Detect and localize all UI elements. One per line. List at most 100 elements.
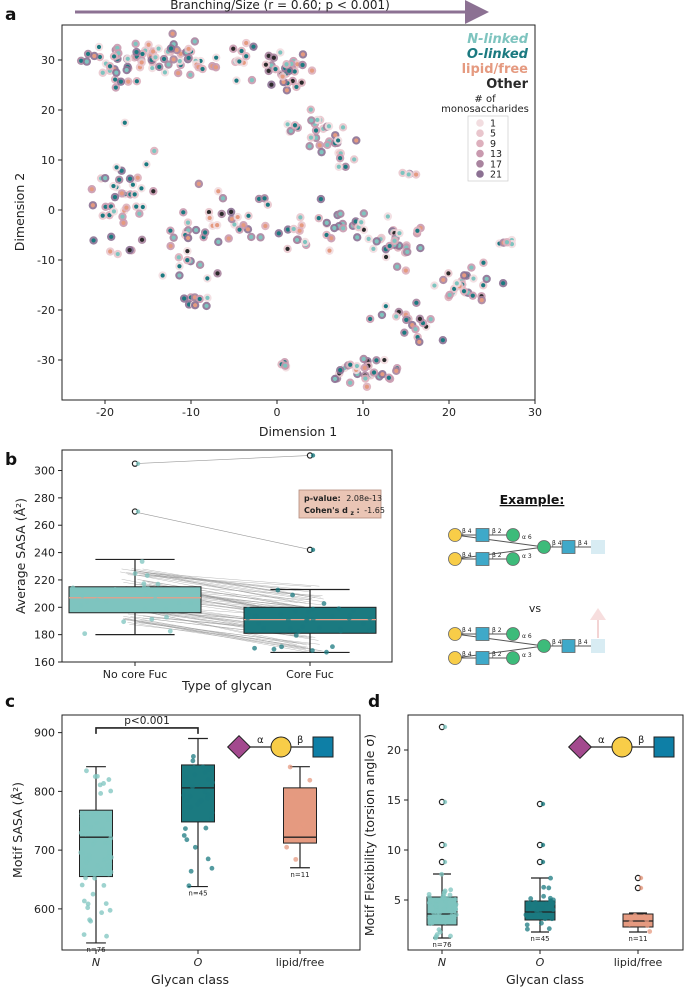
- point: [168, 243, 173, 249]
- jitter-point: [541, 884, 547, 890]
- jitter-point: [81, 898, 87, 904]
- size-legend-label: 1: [490, 119, 496, 130]
- jitter-point: [202, 789, 208, 794]
- mannose-circle-icon: [506, 651, 520, 665]
- point: [446, 271, 451, 276]
- point: [213, 65, 219, 70]
- jitter-point: [369, 626, 375, 631]
- point: [300, 52, 306, 57]
- point: [338, 211, 343, 216]
- jitter-point: [442, 920, 448, 925]
- x-axis-label-b: Type of glycan: [181, 678, 272, 693]
- point: [193, 227, 199, 233]
- jitter-point: [316, 625, 322, 631]
- point: [126, 79, 131, 84]
- size-legend-label: 21: [490, 170, 502, 181]
- x-tick-label: Core Fuc: [286, 668, 334, 681]
- linkage-label: β 2: [492, 651, 502, 658]
- point: [196, 181, 201, 186]
- point: [174, 47, 179, 53]
- jitter-point: [548, 875, 553, 881]
- y-tick-label: 220: [34, 574, 55, 587]
- jitter-point: [367, 615, 373, 621]
- glcnac-square-icon: [475, 627, 490, 641]
- pair-line: [121, 568, 316, 598]
- stats-box-bg: [298, 489, 382, 519]
- point: [363, 376, 368, 381]
- pair-line: [138, 574, 311, 603]
- y-tick-label: 900: [34, 727, 55, 740]
- jitter-point: [256, 620, 262, 626]
- jitter-point: [447, 892, 453, 898]
- point: [371, 370, 377, 375]
- point: [231, 46, 236, 51]
- jitter-point: [441, 895, 447, 901]
- point: [395, 264, 400, 269]
- jitter-point: [537, 911, 543, 917]
- jitter-point: [83, 875, 88, 881]
- jitter-point: [90, 841, 96, 847]
- jitter-point: [81, 818, 87, 824]
- jitter-point: [441, 891, 447, 897]
- point: [336, 138, 341, 143]
- point: [100, 213, 105, 218]
- pair-line: [144, 580, 304, 608]
- example-panel: Example: β 4 β 2 β 4 β 2 α 6 α 3 β 4 β 4 vs β 4…: [448, 492, 606, 665]
- outlier-point: [442, 859, 448, 865]
- jitter-point: [439, 918, 444, 924]
- point: [186, 46, 191, 52]
- point: [266, 53, 271, 58]
- glcnac-square-icon: [475, 528, 490, 542]
- jitter-point: [549, 916, 555, 922]
- point: [219, 211, 224, 217]
- jitter-point: [433, 934, 439, 939]
- jitter-point: [524, 926, 530, 932]
- fucose-triangle-icon: [590, 608, 606, 620]
- y-tick-label-a: 0: [48, 204, 55, 217]
- class-legend: N-linked O-linked lipid/free Other: [462, 32, 529, 92]
- linkage-label: α 6: [522, 534, 532, 541]
- jitter-point: [143, 591, 149, 597]
- jitter-point: [106, 849, 112, 855]
- point: [176, 70, 181, 76]
- point: [133, 41, 138, 46]
- size-legend-marker: [476, 170, 484, 178]
- jitter-point: [190, 784, 195, 790]
- jitter-point: [94, 820, 100, 826]
- point: [140, 204, 145, 210]
- point: [79, 58, 84, 63]
- jitter-point: [293, 632, 299, 638]
- point: [251, 44, 256, 49]
- point: [405, 249, 410, 255]
- point: [171, 235, 176, 240]
- point: [146, 42, 151, 47]
- point: [232, 222, 237, 227]
- jitter-point: [108, 854, 114, 860]
- motif-alpha-label: α: [598, 735, 605, 746]
- jitter-point: [99, 910, 105, 916]
- jitter-point: [84, 768, 89, 774]
- jitter-point: [209, 865, 215, 871]
- jitter-point: [92, 774, 98, 779]
- jitter-point: [330, 644, 335, 650]
- point: [414, 300, 419, 305]
- point: [234, 78, 239, 83]
- point: [226, 236, 231, 241]
- point: [441, 277, 446, 283]
- jitter-point: [94, 811, 100, 816]
- pair-line: [123, 618, 310, 645]
- point: [343, 164, 348, 169]
- jitter-point: [81, 932, 87, 937]
- jitter-point: [82, 631, 88, 637]
- jitter-point: [190, 754, 196, 759]
- point: [283, 363, 288, 368]
- y-axis-label-a: Dimension 2: [12, 173, 27, 251]
- jitter-point: [195, 587, 201, 593]
- point: [285, 122, 290, 127]
- jitter-point: [209, 810, 215, 816]
- jitter-point: [181, 833, 187, 838]
- point: [297, 228, 302, 233]
- point: [151, 189, 156, 194]
- point: [139, 186, 144, 191]
- jitter-point: [88, 825, 94, 830]
